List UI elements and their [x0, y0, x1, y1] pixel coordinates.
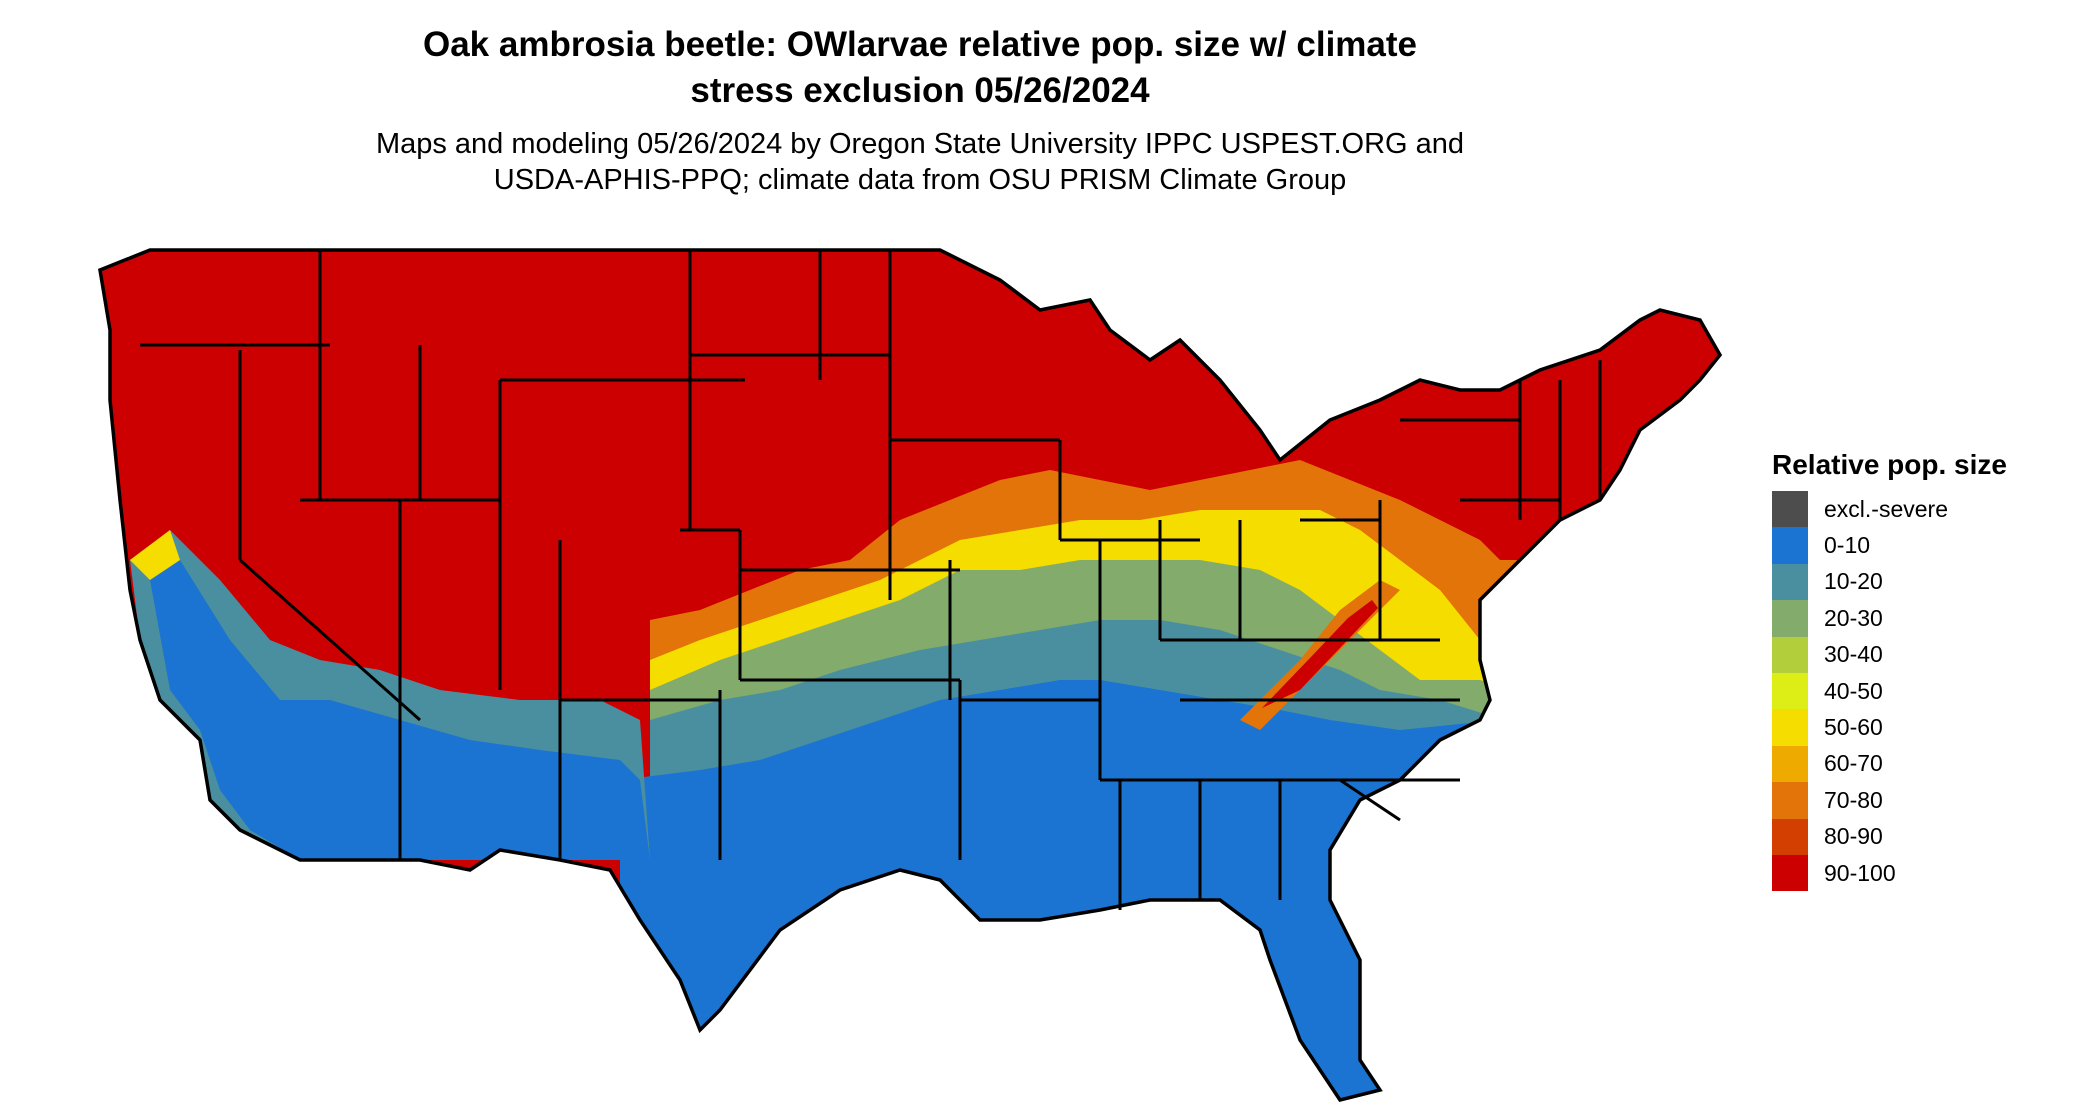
legend-item: 60-70: [1772, 745, 2072, 783]
population-bands: [100, 250, 1720, 1100]
legend: Relative pop. size excl.-severe 0-10 10-20…: [1772, 447, 2072, 892]
subtitle-line-1: Maps and modeling 05/26/2024 by Oregon S…: [375, 128, 1465, 160]
legend-swatch: [1772, 818, 1808, 855]
appalachian-band-core: [1262, 600, 1378, 708]
subtitle-line-2: USDA-APHIS-PPQ; climate data from OSU PR…: [493, 164, 1347, 196]
title-line-2: stress exclusion 05/26/2024: [690, 71, 1150, 110]
legend-swatch: [1772, 672, 1808, 710]
legend-label: 70-80: [1824, 786, 1883, 813]
legend-item: 40-50: [1772, 672, 2072, 710]
legend-swatch: [1772, 527, 1808, 564]
california-yellow: [130, 530, 180, 580]
legend-label: 40-50: [1824, 677, 1883, 704]
legend-swatch: [1772, 600, 1808, 637]
legend-item: 70-80: [1772, 782, 2072, 819]
southwest-low: [150, 560, 650, 860]
legend-label: 90-100: [1824, 859, 1896, 886]
legend-label: 20-30: [1824, 604, 1883, 631]
legend-label: excl.-severe: [1824, 495, 1948, 522]
legend-label: 10-20: [1824, 568, 1883, 595]
state-borders: [140, 250, 1602, 910]
legend-item: excl.-severe: [1772, 491, 2072, 528]
legend-label: 60-70: [1824, 750, 1883, 777]
legend-swatch: [1772, 491, 1808, 528]
legend-swatch: [1772, 636, 1808, 673]
legend-item: 0-10: [1772, 527, 2072, 564]
legend-swatch: [1772, 854, 1808, 892]
title-line-1: Oak ambrosia beetle: OWlarvae relative p…: [422, 25, 1417, 64]
legend-title: Relative pop. size: [1772, 449, 2007, 480]
legend-swatch: [1772, 563, 1808, 601]
legend-item: 20-30: [1772, 600, 2072, 637]
legend-item: 10-20: [1772, 563, 2072, 601]
legend-item: 30-40: [1772, 636, 2072, 673]
legend-swatch: [1772, 709, 1808, 746]
legend-label: 80-90: [1824, 823, 1883, 850]
legend-label: 30-40: [1824, 641, 1883, 668]
legend-item: 90-100: [1772, 854, 2072, 892]
us-map: [98, 248, 1722, 1102]
legend-swatch: [1772, 782, 1808, 819]
map-title: Oak ambrosia beetle: OWlarvae relative p…: [190, 22, 1650, 114]
legend-items: excl.-severe 0-10 10-20 20-30 30-40 40-50 50-6…: [1772, 491, 2072, 892]
map-subtitle: Maps and modeling 05/26/2024 by Oregon S…: [190, 126, 1650, 198]
legend-label: 0-10: [1824, 532, 1871, 559]
legend-item: 80-90: [1772, 818, 2072, 855]
legend-item: 50-60: [1772, 709, 2072, 746]
legend-label: 50-60: [1824, 714, 1883, 741]
legend-swatch: [1772, 745, 1808, 783]
